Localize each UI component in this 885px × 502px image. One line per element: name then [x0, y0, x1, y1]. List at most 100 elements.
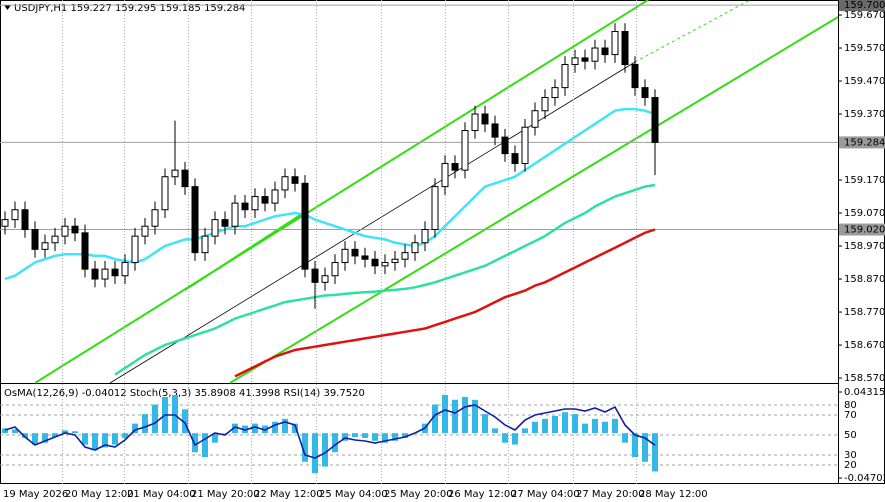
osma-bar: [342, 433, 348, 441]
candle-body: [291, 176, 299, 184]
osma-bar: [252, 423, 258, 434]
osma-bar: [592, 418, 598, 434]
candle-body: [211, 219, 219, 237]
candle-body: [161, 176, 169, 211]
candle-body: [471, 113, 479, 132]
channel-upper: [34, 0, 649, 384]
candle-body: [81, 232, 89, 270]
osma-bar: [522, 428, 528, 434]
candle-body: [41, 242, 49, 250]
candle-body: [51, 235, 59, 244]
osma-bar: [32, 433, 38, 445]
candle-body: [461, 130, 469, 171]
candle-body: [61, 225, 69, 237]
candle-body: [221, 219, 229, 227]
candle-body: [231, 202, 239, 227]
osma-bar: [202, 433, 208, 458]
channel-segment: [184, 211, 306, 291]
candle-body: [421, 229, 429, 244]
candle-body: [551, 87, 559, 99]
osma-bar: [122, 433, 128, 438]
y-tick-label: 158.570: [844, 373, 885, 384]
x-tick-label: 21 May 20:00: [191, 489, 260, 500]
osma-bar: [92, 433, 98, 451]
osma-bar: [632, 433, 638, 458]
osma-bar: [452, 399, 458, 434]
price-label: 159.020: [844, 225, 885, 236]
osma-bar: [362, 433, 368, 438]
candle-body: [571, 57, 579, 66]
osc-tick-label: 70: [844, 410, 857, 421]
candle-body: [601, 47, 609, 56]
osma-bar: [532, 421, 538, 434]
candle-body: [431, 186, 439, 231]
osma-bar: [172, 395, 178, 434]
price-label-box: [839, 0, 885, 12]
candle-body: [331, 262, 339, 277]
candle-body: [501, 136, 509, 155]
candle-body: [281, 176, 289, 191]
candle-body: [141, 225, 149, 237]
price-label: 159.700: [844, 0, 885, 11]
candle-body: [151, 209, 159, 227]
candle-body: [271, 189, 279, 204]
y-tick-label: 159.370: [844, 109, 885, 120]
candle-body: [101, 268, 109, 280]
y-tick-label: 159.070: [844, 208, 885, 219]
osma-bar: [582, 423, 588, 434]
candle-body: [191, 186, 199, 254]
osma-bar: [652, 433, 658, 472]
candle-body: [381, 262, 389, 267]
osma-bar: [22, 433, 28, 438]
candle-body: [641, 87, 649, 99]
osma-bar: [132, 423, 138, 434]
osma-bar: [332, 433, 338, 453]
y-tick-label: 158.670: [844, 340, 885, 351]
rsi-line: [4, 404, 656, 459]
osma-bar: [512, 433, 518, 445]
osma-bar: [432, 404, 438, 434]
osma-bar: [562, 412, 568, 434]
osma-bar: [232, 423, 238, 434]
candle-body: [481, 113, 489, 125]
osma-bar: [312, 433, 318, 474]
candle-body: [91, 268, 99, 280]
x-tick-label: 19 May 2026: [3, 489, 68, 500]
osma-bar: [402, 433, 408, 438]
osma-bar: [52, 433, 58, 437]
osma-bar: [472, 399, 478, 434]
candle-body: [341, 248, 349, 264]
candle-body: [651, 97, 659, 143]
osma-bar: [462, 396, 468, 434]
x-tick-label: 21 May 04:00: [127, 489, 196, 500]
osma-bar: [2, 428, 8, 434]
drawn-objects: [34, 0, 839, 384]
x-tick-label: 20 May 12:00: [65, 489, 134, 500]
menu-triangle: [4, 5, 11, 10]
candle-body: [561, 64, 569, 89]
candle-body: [441, 163, 449, 188]
candle-body: [581, 57, 589, 62]
osma-bar: [82, 433, 88, 445]
osma-bar: [492, 428, 498, 434]
moving-average: [234, 228, 656, 378]
candle-body: [591, 47, 599, 62]
osma-tick-label: -0.04702: [844, 473, 885, 484]
osma-bar: [482, 414, 488, 434]
osma-bar: [112, 433, 118, 445]
candle-body: [171, 169, 179, 178]
candle-body: [391, 258, 399, 264]
osma-bar: [182, 409, 188, 434]
osma-bar: [552, 415, 558, 434]
candle-body: [1, 219, 9, 227]
osc-tick-label: 20: [844, 460, 857, 471]
candle-body: [631, 64, 639, 89]
candle-body: [251, 196, 259, 211]
indicator-title: OsMA(12,26,9) -0.04012 Stoch(5,3,3) 35.8…: [4, 388, 365, 399]
candle-body: [21, 209, 29, 231]
x-tick-label: 25 May 20:00: [384, 489, 453, 500]
osma-bar: [42, 433, 48, 443]
x-tick-label: 22 May 12:00: [254, 489, 323, 500]
candle-body: [451, 163, 459, 171]
candle-body: [491, 123, 499, 138]
